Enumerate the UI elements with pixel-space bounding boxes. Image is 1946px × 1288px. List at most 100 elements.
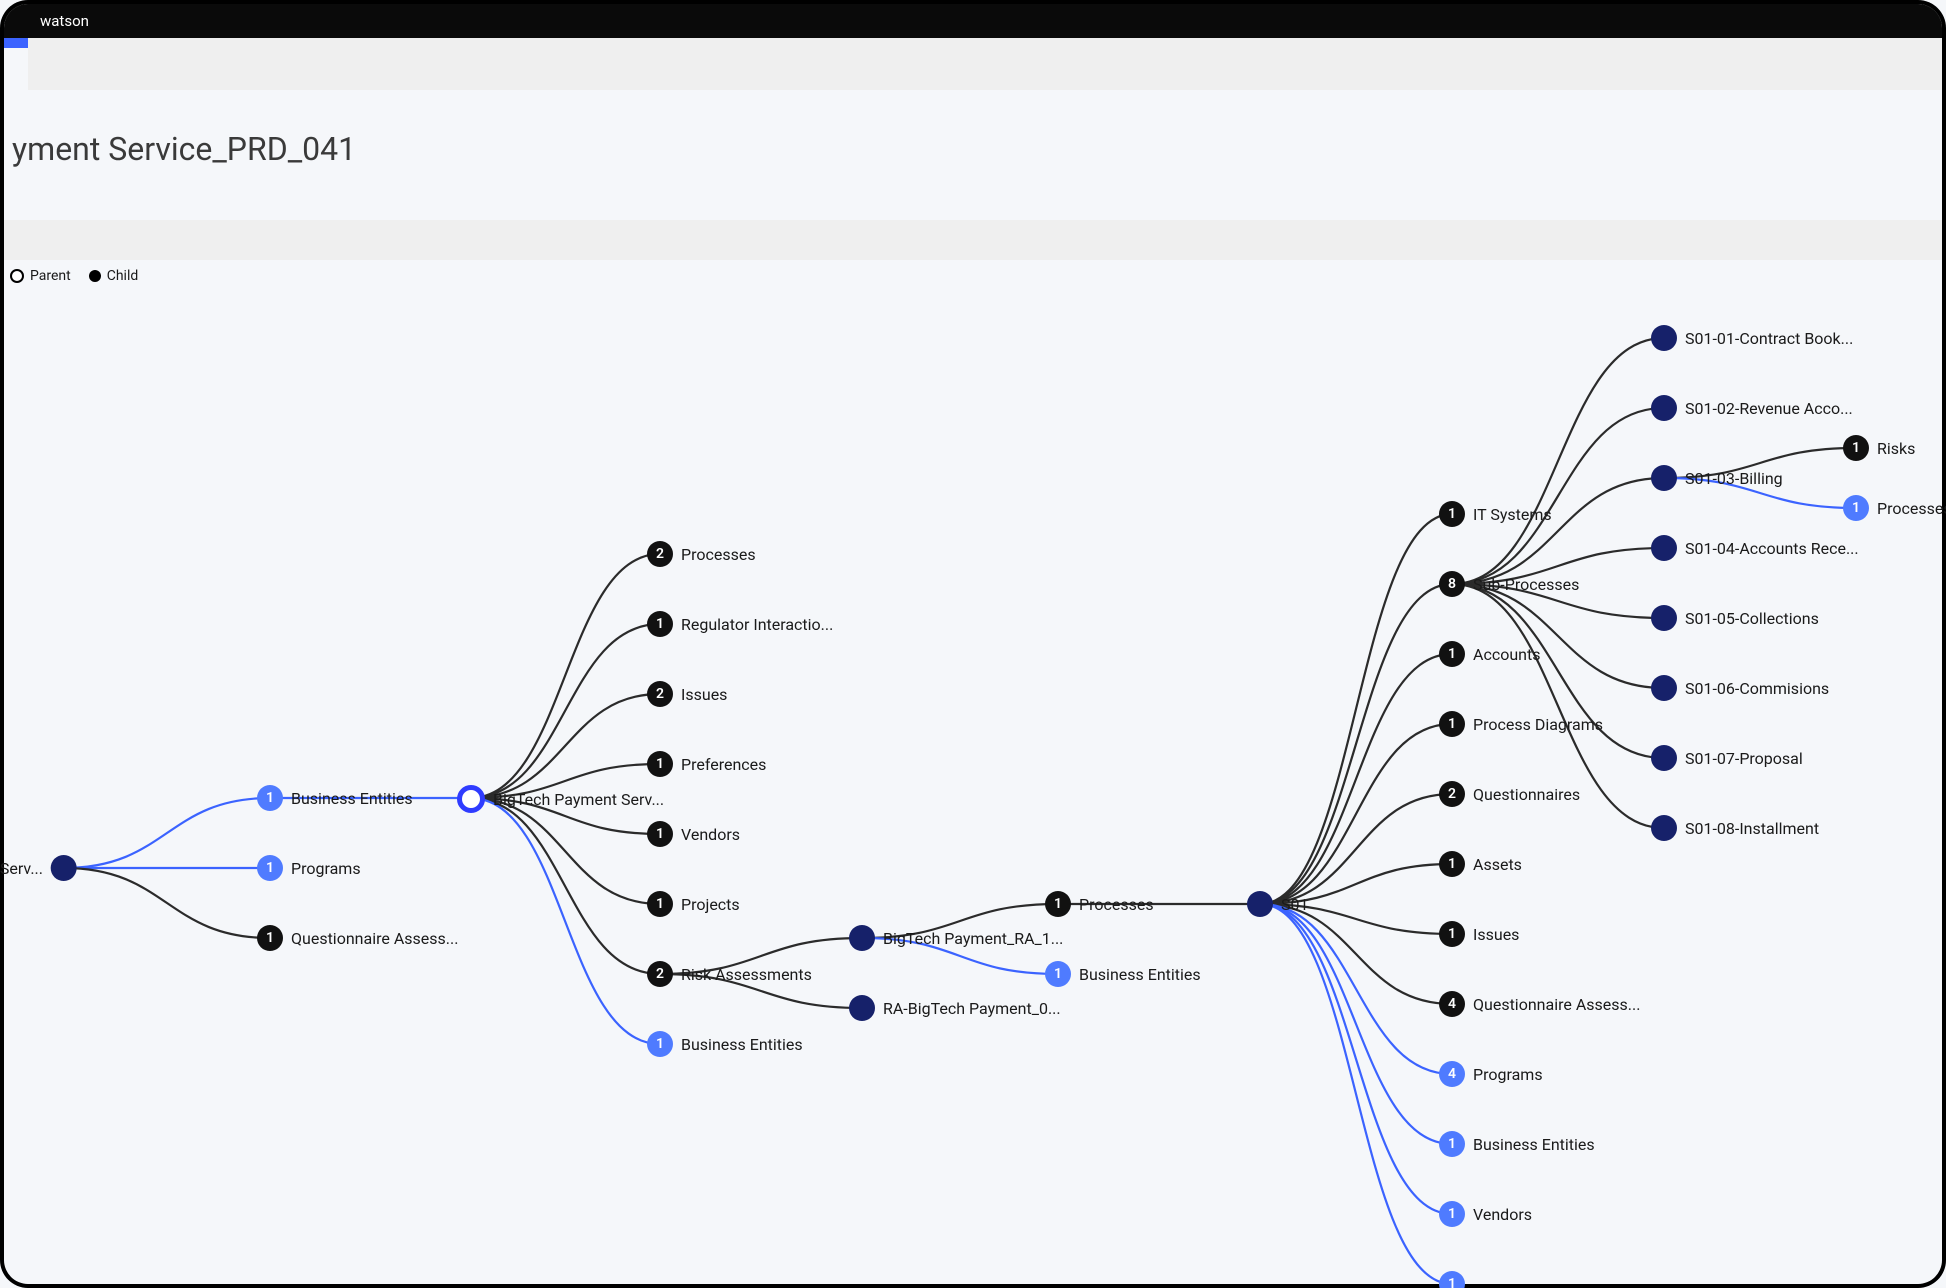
graph-node-dot[interactable]: 2 bbox=[647, 681, 673, 707]
graph-node-dot[interactable]: 1 bbox=[1045, 961, 1071, 987]
graph-node-dot[interactable] bbox=[1651, 535, 1677, 561]
graph-node[interactable]: 1Preferences bbox=[647, 751, 766, 777]
graph-node[interactable]: 1Programs bbox=[257, 855, 361, 881]
graph-node-dot[interactable]: 1 bbox=[647, 1031, 673, 1057]
graph-edge bbox=[1260, 904, 1452, 1074]
graph-node[interactable]: S01-06-Commisions bbox=[1651, 675, 1829, 701]
graph-node[interactable]: 1 Projects bbox=[647, 891, 740, 917]
graph-node-dot[interactable]: 1 bbox=[647, 751, 673, 777]
graph-node[interactable]: 2Questionnaires bbox=[1439, 781, 1580, 807]
graph-node-label: Vendors bbox=[1473, 1205, 1532, 1224]
graph-node[interactable]: 1Issues bbox=[1439, 921, 1519, 947]
graph-node-dot[interactable]: 1 bbox=[1439, 501, 1465, 527]
graph-node-dot[interactable]: 1 bbox=[1439, 1271, 1465, 1288]
graph-node[interactable]: S01-08-Installment bbox=[1651, 815, 1819, 841]
graph-node-dot[interactable]: 1 bbox=[1439, 1131, 1465, 1157]
graph-node[interactable]: S01-03-Billing bbox=[1651, 465, 1783, 491]
graph-node-label: Projects bbox=[681, 895, 740, 914]
graph-node[interactable]: 1IT Systems bbox=[1439, 501, 1552, 527]
graph-node-dot[interactable]: 1 bbox=[647, 891, 673, 917]
graph-node[interactable]: 2Risk Assessments bbox=[647, 961, 812, 987]
graph-edges bbox=[0, 0, 1946, 1288]
brand-label: watson bbox=[40, 12, 89, 30]
graph-node-dot[interactable]: 4 bbox=[1439, 1061, 1465, 1087]
graph-node[interactable]: 1Processes bbox=[1843, 495, 1946, 521]
graph-node-dot[interactable]: 1 bbox=[1439, 1201, 1465, 1227]
graph-node-dot[interactable]: 1 bbox=[1439, 921, 1465, 947]
graph-node-dot[interactable]: 8 bbox=[1439, 571, 1465, 597]
graph-node-dot[interactable] bbox=[457, 785, 485, 813]
graph-node[interactable]: 1 bbox=[1439, 1271, 1473, 1288]
graph-node[interactable]: BigTech Payment_RA_1... bbox=[849, 925, 1063, 951]
graph-node-label: Regulator Interactio... bbox=[681, 615, 833, 634]
graph-node[interactable]: 1Assets bbox=[1439, 851, 1522, 877]
graph-node-dot[interactable]: 1 bbox=[1843, 435, 1869, 461]
graph-node-dot[interactable]: 1 bbox=[257, 925, 283, 951]
graph-node[interactable]: BigTech Payment Serv... bbox=[457, 785, 664, 813]
graph-node[interactable]: 4 Programs bbox=[1439, 1061, 1543, 1087]
graph-edge bbox=[1260, 514, 1452, 904]
graph-node[interactable]: 1 Vendors bbox=[1439, 1201, 1532, 1227]
graph-node-dot[interactable] bbox=[1651, 675, 1677, 701]
graph-node-dot[interactable]: 1 bbox=[1439, 711, 1465, 737]
graph-node-dot[interactable]: 2 bbox=[647, 541, 673, 567]
graph-node[interactable]: 1Business Entities bbox=[257, 785, 413, 811]
graph-node-dot[interactable] bbox=[1651, 325, 1677, 351]
graph-node[interactable]: 1Business Entities bbox=[647, 1031, 803, 1057]
graph-node[interactable]: S01-01-Contract Book... bbox=[1651, 325, 1853, 351]
graph-node-dot[interactable]: 1 bbox=[1045, 891, 1071, 917]
graph-node[interactable]: 1Questionnaire Assess... bbox=[257, 925, 458, 951]
graph-node[interactable]: S01-04-Accounts Rece... bbox=[1651, 535, 1859, 561]
graph-node-label: Programs bbox=[1473, 1065, 1543, 1084]
graph-node[interactable]: 1Vendors bbox=[647, 821, 740, 847]
graph-node-dot[interactable]: 1 bbox=[257, 855, 283, 881]
graph-node-dot[interactable] bbox=[1651, 465, 1677, 491]
graph-node[interactable]: S01-02-Revenue Acco... bbox=[1651, 395, 1853, 421]
graph-node-dot[interactable] bbox=[1651, 745, 1677, 771]
graph-node-dot[interactable] bbox=[1651, 815, 1677, 841]
graph-node-dot[interactable]: 1 bbox=[1439, 851, 1465, 877]
graph-node[interactable]: t Serv... bbox=[0, 855, 77, 881]
graph-node[interactable]: 1Processes bbox=[1045, 891, 1154, 917]
graph-node-label: S01-05-Collections bbox=[1685, 609, 1819, 628]
graph-node[interactable]: 1 Regulator Interactio... bbox=[647, 611, 833, 637]
graph-node-label: BigTech Payment_RA_1... bbox=[883, 929, 1063, 948]
graph-edge bbox=[470, 554, 660, 798]
graph-node-dot[interactable] bbox=[849, 925, 875, 951]
toolbar-strip bbox=[4, 220, 1942, 260]
graph-node[interactable]: S01-05-Collections bbox=[1651, 605, 1819, 631]
graph-node[interactable]: 2Issues bbox=[647, 681, 727, 707]
graph-node[interactable]: 4Questionnaire Assess... bbox=[1439, 991, 1640, 1017]
graph-node-label: S01 bbox=[1281, 895, 1308, 914]
graph-edge bbox=[1260, 904, 1452, 1214]
graph-node[interactable]: 1Accounts bbox=[1439, 641, 1540, 667]
graph-node[interactable]: 1Business Entities bbox=[1439, 1131, 1595, 1157]
legend-child: Child bbox=[89, 268, 139, 284]
graph-node-dot[interactable] bbox=[1651, 395, 1677, 421]
device-frame: watson yment Service_PRD_041 Parent Chil… bbox=[0, 0, 1946, 1288]
graph-node-dot[interactable]: 1 bbox=[257, 785, 283, 811]
graph-node[interactable]: S01-07-Proposal bbox=[1651, 745, 1803, 771]
graph-node-dot[interactable]: 2 bbox=[1439, 781, 1465, 807]
graph-node-dot[interactable]: 4 bbox=[1439, 991, 1465, 1017]
graph-node[interactable]: 1Risks bbox=[1843, 435, 1915, 461]
graph-node-label: BigTech Payment Serv... bbox=[493, 790, 664, 809]
legend-parent-icon bbox=[10, 269, 24, 283]
graph-node[interactable]: 1 Process Diagrams bbox=[1439, 711, 1603, 737]
graph-node-dot[interactable] bbox=[1651, 605, 1677, 631]
graph-node-dot[interactable] bbox=[51, 855, 77, 881]
graph-node-dot[interactable]: 1 bbox=[1439, 641, 1465, 667]
graph-node[interactable]: 1Business Entities bbox=[1045, 961, 1201, 987]
graph-edge bbox=[470, 798, 660, 974]
graph-node-dot[interactable]: 1 bbox=[647, 821, 673, 847]
graph-node-dot[interactable]: 1 bbox=[647, 611, 673, 637]
graph-node-dot[interactable]: 1 bbox=[1843, 495, 1869, 521]
graph-node[interactable]: 8Sub-Processes bbox=[1439, 571, 1579, 597]
graph-node-dot[interactable]: 2 bbox=[647, 961, 673, 987]
graph-node[interactable]: 2Processes bbox=[647, 541, 756, 567]
graph-node-dot[interactable] bbox=[1247, 891, 1273, 917]
graph-node[interactable]: S01 bbox=[1247, 891, 1308, 917]
graph-node[interactable]: RA-BigTech Payment_0... bbox=[849, 995, 1061, 1021]
graph-node-dot[interactable] bbox=[849, 995, 875, 1021]
graph-node-label: Process Diagrams bbox=[1473, 715, 1603, 734]
